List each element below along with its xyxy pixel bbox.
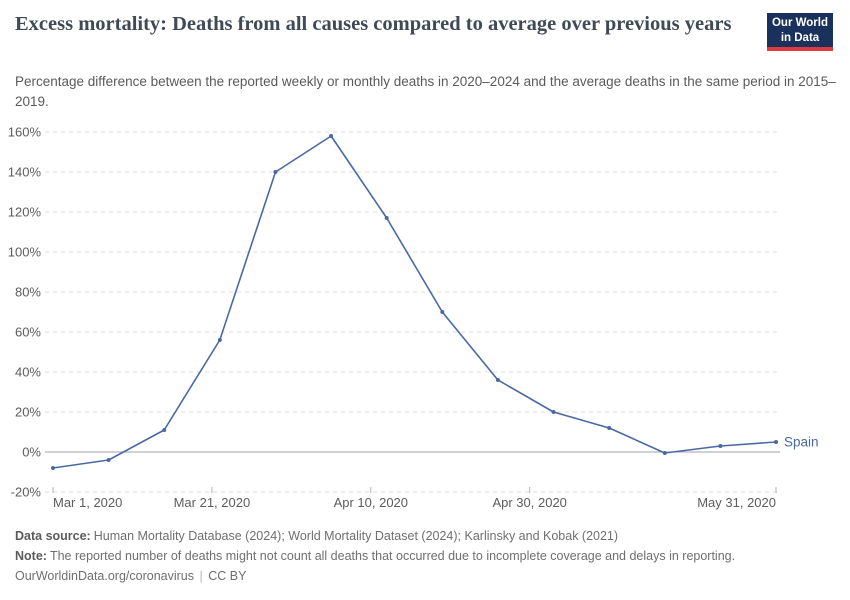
owid-logo[interactable]: Our World in Data [767,13,833,52]
note-line: Note: The reported number of deaths might… [15,546,835,566]
chart-subtitle: Percentage difference between the report… [15,74,836,110]
data-point-marker[interactable] [329,134,334,138]
data-point-marker[interactable] [162,428,167,432]
note-text: The reported number of deaths might not … [49,549,736,563]
data-point-marker[interactable] [217,338,222,342]
y-axis-tick-label: 100% [8,245,42,260]
y-axis-tick-label: 20% [15,405,41,420]
data-source-label: Data source: [15,529,91,543]
footer-separator: | [199,569,203,583]
y-axis-tick-label: 140% [8,165,42,180]
data-point-marker[interactable] [273,170,278,174]
note-label: Note: [15,549,47,563]
data-point-marker[interactable] [718,444,723,448]
data-point-marker[interactable] [106,458,111,462]
y-axis-tick-label: 160% [8,125,42,140]
data-point-marker[interactable] [384,216,389,220]
y-axis-tick-label: 120% [8,205,42,220]
data-point-marker[interactable] [774,440,778,444]
x-axis-tick-label: Apr 10, 2020 [334,495,408,510]
data-point-marker[interactable] [551,410,556,414]
data-point-marker[interactable] [440,310,445,314]
data-point-marker[interactable] [495,378,500,382]
x-axis-tick-label: Apr 30, 2020 [492,495,566,510]
data-line-spain[interactable] [52,135,777,469]
data-point-marker[interactable] [662,451,667,455]
y-axis-tick-label: 80% [15,285,41,300]
x-axis-tick-label: May 31, 2020 [697,495,776,510]
data-point-marker[interactable] [51,466,55,470]
x-axis-tick-label: Mar 21, 2020 [174,495,251,510]
owid-logo-text-line1: Our World [771,17,828,29]
attribution-line: OurWorldinData.org/coronavirus | CC BY [15,566,835,586]
owid-logo-text-line2: in Data [780,31,820,44]
x-axis-tick-label: Mar 1, 2020 [53,495,122,510]
owid-url-link[interactable]: OurWorldinData.org/coronavirus [15,569,195,583]
y-axis-tick-label: 60% [15,325,41,340]
data-source-text: Human Mortality Database (2024); World M… [93,529,619,543]
license-link[interactable]: CC BY [208,569,247,583]
chart-footer: Data source: Human Mortality Database (20… [15,526,835,586]
y-axis-tick-label: -20% [11,485,42,500]
y-axis-tick-label: 40% [15,365,41,380]
data-source-line: Data source: Human Mortality Database (20… [15,526,835,546]
data-point-marker[interactable] [607,426,612,430]
y-axis-tick-label: 0% [22,445,41,460]
series-entity-label: Spain [784,435,819,450]
page-title: Excess mortality: Deaths from all causes… [15,13,732,35]
